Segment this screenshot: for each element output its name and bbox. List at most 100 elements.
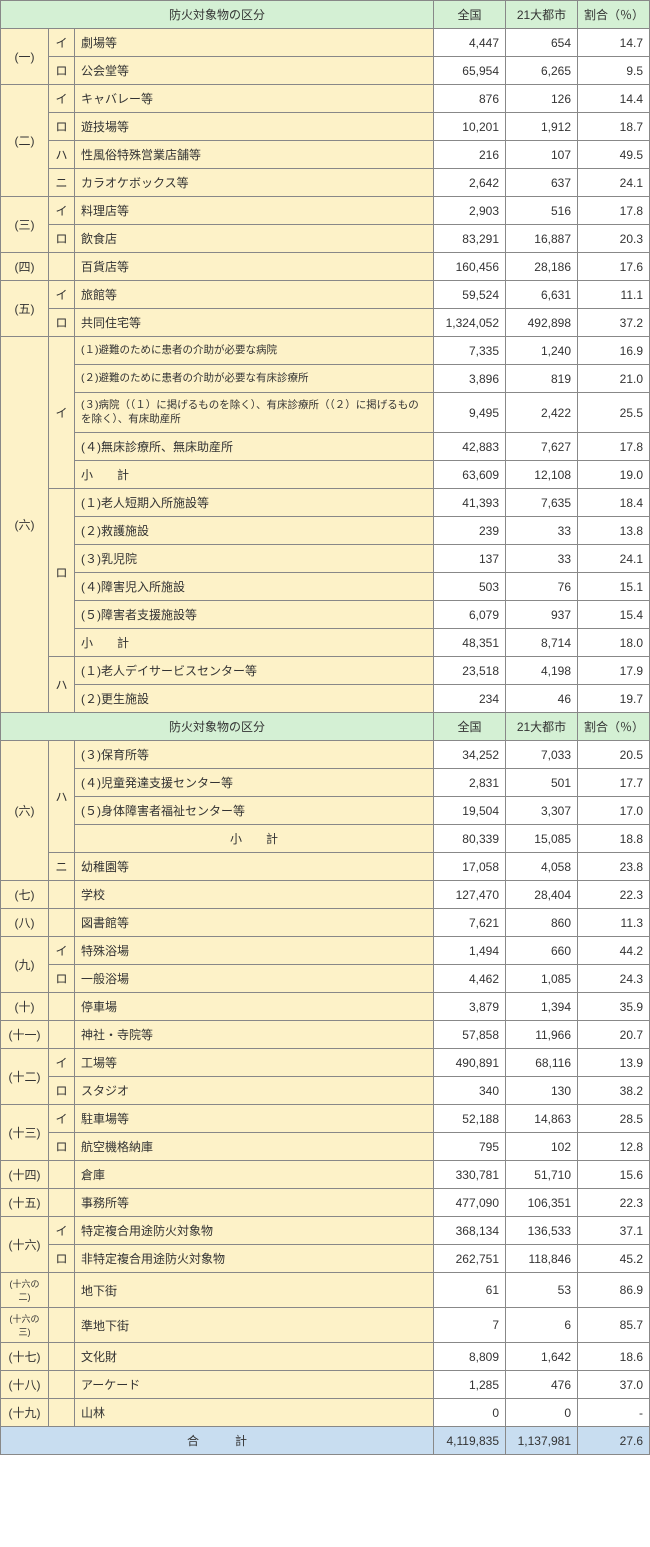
cell-cities: 68,116 bbox=[506, 1049, 578, 1077]
cell-cities: 6,265 bbox=[506, 57, 578, 85]
sub-key: ロ bbox=[49, 225, 75, 253]
sub-key bbox=[49, 1308, 75, 1343]
label: 航空機格納庫 bbox=[75, 1133, 434, 1161]
cell-ratio: 11.1 bbox=[578, 281, 650, 309]
cell-cities: 1,642 bbox=[506, 1343, 578, 1371]
cell-ratio: 18.4 bbox=[578, 489, 650, 517]
label: 性風俗特殊営業店舗等 bbox=[75, 141, 434, 169]
sub-key bbox=[49, 1273, 75, 1308]
cell-cities: 76 bbox=[506, 573, 578, 601]
cell-national: 19,504 bbox=[434, 797, 506, 825]
cell-ratio: 20.3 bbox=[578, 225, 650, 253]
cell-cities: 3,307 bbox=[506, 797, 578, 825]
group-key: (十六) bbox=[1, 1217, 49, 1273]
label: 小 計 bbox=[75, 825, 434, 853]
label: 小 計 bbox=[75, 629, 434, 657]
cell-ratio: 11.3 bbox=[578, 909, 650, 937]
cell-cities: 7,033 bbox=[506, 741, 578, 769]
sub-key bbox=[49, 1161, 75, 1189]
sub-key: ニ bbox=[49, 853, 75, 881]
cell-cities: 53 bbox=[506, 1273, 578, 1308]
cell-ratio: 15.4 bbox=[578, 601, 650, 629]
label: (２)避難のために患者の介助が必要な有床診療所 bbox=[75, 365, 434, 393]
cell-national: 23,518 bbox=[434, 657, 506, 685]
cell-national: 160,456 bbox=[434, 253, 506, 281]
cell-cities: 637 bbox=[506, 169, 578, 197]
cell-national: 6,079 bbox=[434, 601, 506, 629]
sub-key bbox=[49, 1189, 75, 1217]
cell-national: 1,494 bbox=[434, 937, 506, 965]
cell-national: 127,470 bbox=[434, 881, 506, 909]
label: 小 計 bbox=[75, 461, 434, 489]
cell-national: 1,285 bbox=[434, 1371, 506, 1399]
cell-cities: 4,058 bbox=[506, 853, 578, 881]
label: (５)身体障害者福祉センター等 bbox=[75, 797, 434, 825]
label: 地下街 bbox=[75, 1273, 434, 1308]
label: (４)障害児入所施設 bbox=[75, 573, 434, 601]
group-key: (十三) bbox=[1, 1105, 49, 1161]
sub-key: イ bbox=[49, 197, 75, 225]
cell-cities: 476 bbox=[506, 1371, 578, 1399]
cell-ratio: 9.5 bbox=[578, 57, 650, 85]
cell-cities: 12,108 bbox=[506, 461, 578, 489]
cell-cities: 46 bbox=[506, 685, 578, 713]
label: 文化財 bbox=[75, 1343, 434, 1371]
cell-national: 3,879 bbox=[434, 993, 506, 1021]
cell-cities: 2,422 bbox=[506, 393, 578, 433]
sub-key: イ bbox=[49, 1049, 75, 1077]
cell-cities: 516 bbox=[506, 197, 578, 225]
cell-ratio: 20.7 bbox=[578, 1021, 650, 1049]
total-label: 合 計 bbox=[1, 1427, 434, 1455]
cell-ratio: 17.8 bbox=[578, 433, 650, 461]
cell-cities: 126 bbox=[506, 85, 578, 113]
cell-cities: 6 bbox=[506, 1308, 578, 1343]
cell-national: 239 bbox=[434, 517, 506, 545]
sub-key bbox=[49, 253, 75, 281]
cell-ratio: 20.5 bbox=[578, 741, 650, 769]
label: カラオケボックス等 bbox=[75, 169, 434, 197]
cell-ratio: 22.3 bbox=[578, 881, 650, 909]
cell-national: 48,351 bbox=[434, 629, 506, 657]
cell-national: 83,291 bbox=[434, 225, 506, 253]
header-national: 全国 bbox=[434, 713, 506, 741]
cell-national: 41,393 bbox=[434, 489, 506, 517]
cell-ratio: 14.7 bbox=[578, 29, 650, 57]
cell-ratio: 17.8 bbox=[578, 197, 650, 225]
cell-national: 17,058 bbox=[434, 853, 506, 881]
sub-key: イ bbox=[49, 85, 75, 113]
cell-ratio: 18.0 bbox=[578, 629, 650, 657]
sub-key: ロ bbox=[49, 1245, 75, 1273]
cell-national: 3,896 bbox=[434, 365, 506, 393]
cell-national: 10,201 bbox=[434, 113, 506, 141]
cell-national: 0 bbox=[434, 1399, 506, 1427]
cell-national: 234 bbox=[434, 685, 506, 713]
label: 停車場 bbox=[75, 993, 434, 1021]
label: 特定複合用途防火対象物 bbox=[75, 1217, 434, 1245]
cell-cities: 51,710 bbox=[506, 1161, 578, 1189]
cell-cities: 654 bbox=[506, 29, 578, 57]
cell-cities: 819 bbox=[506, 365, 578, 393]
label: (５)障害者支援施設等 bbox=[75, 601, 434, 629]
cell-cities: 501 bbox=[506, 769, 578, 797]
sub-key bbox=[49, 1343, 75, 1371]
label: (３)病院（（１）に掲げるものを除く）、有床診療所（（２）に掲げるものを除く）、… bbox=[75, 393, 434, 433]
label: 公会堂等 bbox=[75, 57, 434, 85]
cell-cities: 1,085 bbox=[506, 965, 578, 993]
cell-ratio: 18.7 bbox=[578, 113, 650, 141]
cell-cities: 0 bbox=[506, 1399, 578, 1427]
cell-ratio: 19.0 bbox=[578, 461, 650, 489]
cell-cities: 14,863 bbox=[506, 1105, 578, 1133]
cell-national: 876 bbox=[434, 85, 506, 113]
sub-key: イ bbox=[49, 937, 75, 965]
label: 遊技場等 bbox=[75, 113, 434, 141]
sub-key: ロ bbox=[49, 113, 75, 141]
cell-ratio: 37.2 bbox=[578, 309, 650, 337]
cell-ratio: 45.2 bbox=[578, 1245, 650, 1273]
cell-cities: 33 bbox=[506, 517, 578, 545]
group-key: (六) bbox=[1, 741, 49, 881]
cell-cities: 937 bbox=[506, 601, 578, 629]
label: 幼稚園等 bbox=[75, 853, 434, 881]
header-ratio: 割合（％） bbox=[578, 713, 650, 741]
cell-national: 368,134 bbox=[434, 1217, 506, 1245]
sub-key bbox=[49, 881, 75, 909]
